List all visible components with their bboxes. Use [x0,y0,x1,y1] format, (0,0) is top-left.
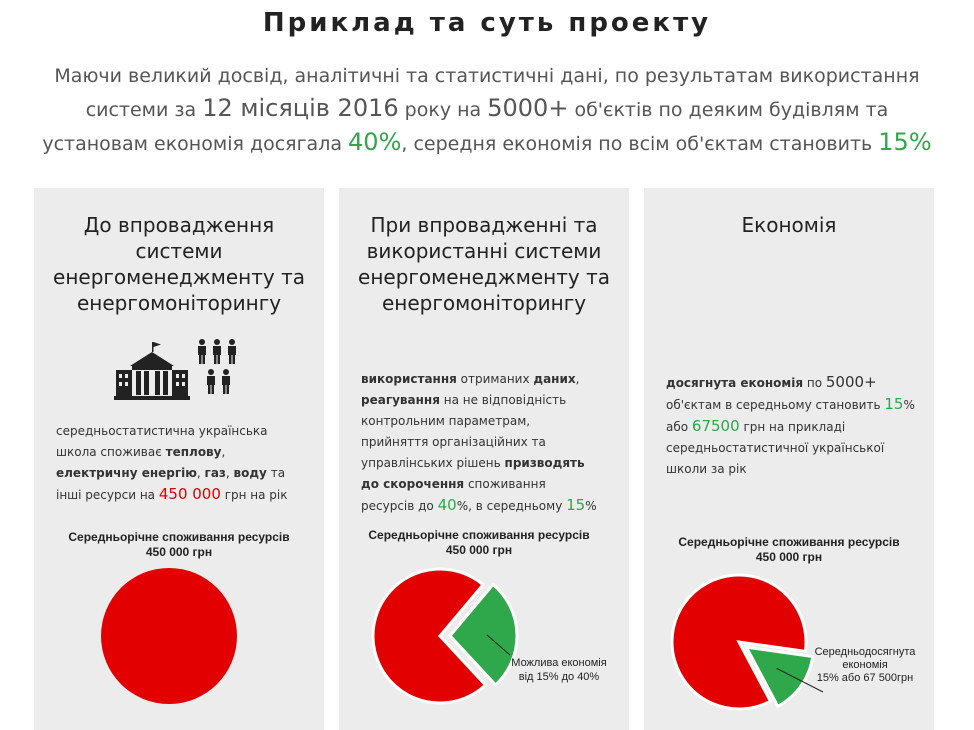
pie-label: Середньодосягнута економія 15% або 67 500г… [814,646,916,684]
pie-label-leader [776,667,824,693]
card-description: використання отриманих даних, реагування … [361,372,597,514]
intro-max-saving: 40% [348,128,402,156]
card-description: середньостатистична українська школа спо… [56,424,288,503]
intro-part: року на [398,99,488,121]
pie-slice-saving [447,582,519,688]
pie-title: Середньорічне споживання ресурсів 450 000… [678,535,900,564]
card-heading: До впровадження системи енергоменеджмент… [53,213,305,315]
intro-objects: 5000+ [487,94,569,122]
pie-title: Середньорічне споживання ресурсів 450 000… [368,528,590,557]
intro-text: Маючи великий досвід, аналітичні та стат… [30,60,944,160]
card-saving: Економія досягнута економія по 5000+ об'… [644,188,934,730]
pie-chart-before [101,568,237,704]
pie-chart-during [371,567,519,705]
intro-part: , середня економія по всім об'єктам стан… [401,133,879,155]
building-icon [114,342,190,400]
intro-avg-saving: 15% [878,128,932,156]
pie-slice-saving [743,645,815,709]
pie-title: Середньорічне споживання ресурсів 450 000… [68,530,290,559]
pie-slice-consumption [101,568,237,704]
intro-part: Маючи великий досвід, аналітичні та стат… [54,65,920,121]
page-title: Приклад та суть проекту [262,8,712,38]
pie-slice-consumption [670,573,808,711]
card-heading: При впровадженні та використанні системи… [358,213,610,315]
intro-part: об'єктів по деяким будівлям та установам… [42,99,889,155]
card-during: При впровадженні та використанні системи… [339,188,629,730]
intro-months: 12 місяців 2016 [202,94,399,122]
pie-label-leader [486,634,511,656]
people-icon [198,339,236,394]
pie-label: Можлива економія від 15% до 40% [511,657,607,683]
card-heading: Економія [741,213,837,237]
card-description: досягнута економія по 5000+ об'єктам в с… [666,373,915,476]
pie-slice-consumption [371,567,488,705]
pie-chart-saving [670,573,824,711]
card-before: До впровадження системи енергоменеджмент… [34,188,324,730]
